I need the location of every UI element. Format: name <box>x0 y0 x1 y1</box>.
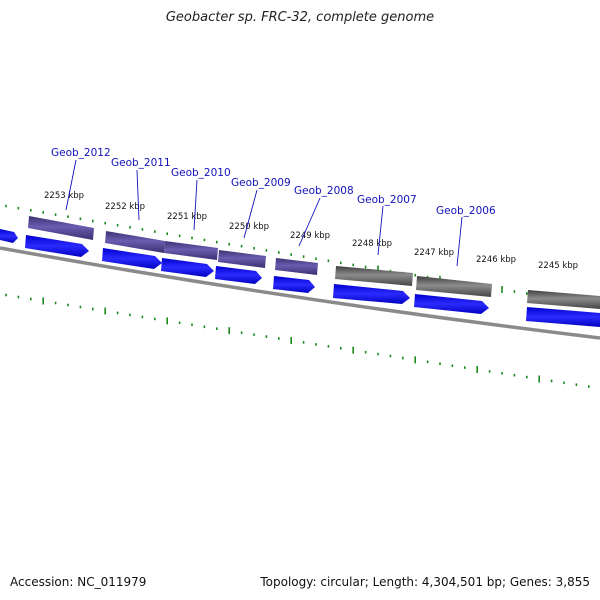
gene-block <box>164 241 218 260</box>
gene-leader-line <box>136 169 140 221</box>
cds-arrow <box>161 258 214 277</box>
tick-label: 2249 kbp <box>290 231 330 241</box>
gene-label: Geob_2009 <box>231 177 291 189</box>
gene-leader-line <box>456 216 463 267</box>
gene-track <box>28 216 600 309</box>
gene-block <box>28 216 94 240</box>
tick-label: 2253 kbp <box>44 191 84 201</box>
gene-leader-line <box>298 197 321 247</box>
gene-block <box>105 231 165 253</box>
cds-track <box>0 229 600 327</box>
gene-label: Geob_2010 <box>171 167 231 179</box>
tick-label: 2251 kbp <box>167 212 207 222</box>
gene-block <box>527 290 600 309</box>
cds-arrow <box>526 307 600 327</box>
cds-arrow <box>333 284 410 304</box>
gene-leader-line <box>65 159 77 211</box>
gene-label: Geob_2006 <box>436 205 496 217</box>
kbp-labels: 2253 kbp 2252 kbp 2251 kbp 2250 kbp 2249… <box>44 191 578 271</box>
cds-arrow <box>215 266 262 284</box>
gene-labels: Geob_2012 Geob_2011 Geob_2010 Geob_2009 … <box>51 147 496 267</box>
inner-tick-ring <box>5 293 590 388</box>
gene-label: Geob_2011 <box>111 157 171 169</box>
tick-label: 2248 kbp <box>352 239 392 249</box>
genome-summary-text: Topology: circular; Length: 4,304,501 bp… <box>260 575 590 589</box>
gene-leader-line <box>377 205 384 256</box>
tick-label: 2245 kbp <box>538 261 578 271</box>
tick-label: 2252 kbp <box>105 202 145 212</box>
tick-label: 2246 kbp <box>476 255 516 265</box>
cds-arrow <box>25 235 89 257</box>
cds-arrow <box>0 229 18 243</box>
gene-leader-line <box>193 179 198 231</box>
page-title: Geobacter sp. FRC-32, complete genome <box>165 10 435 25</box>
tick-label: 2250 kbp <box>229 222 269 232</box>
gene-label: Geob_2012 <box>51 147 111 159</box>
gene-block <box>416 276 492 297</box>
gene-block <box>275 258 318 275</box>
gene-label: Geob_2007 <box>357 194 417 206</box>
gene-label: Geob_2008 <box>294 185 354 197</box>
tick-label: 2247 kbp <box>414 248 454 258</box>
cds-arrow <box>414 294 489 314</box>
gene-leader-line <box>243 189 258 239</box>
genome-backbone <box>0 246 600 340</box>
cds-arrow <box>273 276 315 293</box>
gene-block <box>335 266 413 286</box>
gene-block <box>218 250 266 268</box>
cds-arrow <box>102 248 162 269</box>
accession-text: Accession: NC_011979 <box>10 575 147 589</box>
